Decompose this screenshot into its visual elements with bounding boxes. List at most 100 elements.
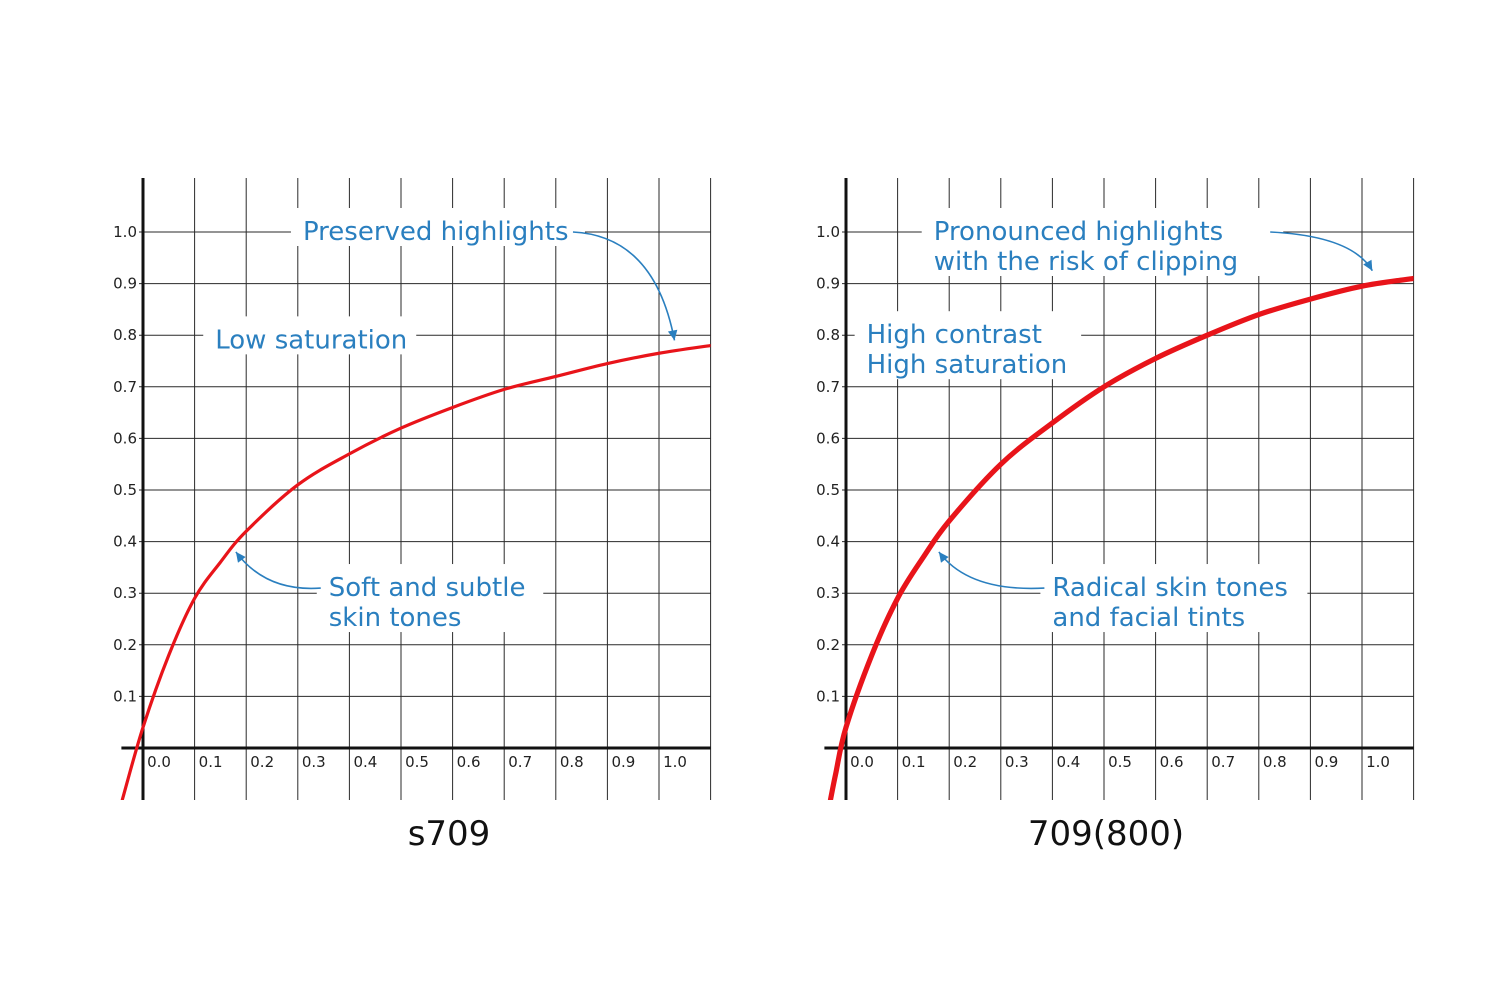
annotation-text: Soft and subtle xyxy=(329,573,526,603)
tick-label-bg xyxy=(812,273,842,294)
x-tick-label: 0.8 xyxy=(560,753,584,771)
tick-label-bg xyxy=(812,583,842,604)
tick-label-bg xyxy=(661,752,689,772)
tick-label-bg xyxy=(812,686,842,707)
x-tick-label: 0.7 xyxy=(1211,753,1235,771)
tick-label-bg xyxy=(109,428,139,449)
annotation-bg xyxy=(316,564,544,633)
tick-label-bg xyxy=(109,480,139,500)
tick-label-bg xyxy=(248,752,277,772)
y-tick-label: 0.7 xyxy=(113,378,137,396)
tick-label-bg xyxy=(1002,752,1031,772)
y-tick-label: 0.6 xyxy=(816,429,840,447)
x-tick-label: 0.9 xyxy=(611,753,635,771)
x-tick-label: 1.0 xyxy=(663,753,687,771)
series-line xyxy=(827,275,1414,800)
x-tick-label: 0.1 xyxy=(199,753,223,771)
tick-label-bg xyxy=(812,634,842,655)
arrowhead-icon xyxy=(235,551,246,563)
arrowhead-icon xyxy=(938,551,949,563)
y-tick-label: 0.9 xyxy=(816,275,840,293)
arrowhead-icon xyxy=(667,329,678,341)
tick-label-bg xyxy=(1312,752,1341,772)
grid xyxy=(121,178,712,800)
tick-label-bg xyxy=(109,686,139,707)
x-tick-label: 0.8 xyxy=(1263,753,1287,771)
y-tick-label: 0.4 xyxy=(113,533,137,551)
tick-label-bg xyxy=(109,325,139,346)
y-tick-label: 0.5 xyxy=(816,481,840,499)
x-tick-label: 1.0 xyxy=(1366,753,1390,771)
annotation-bg xyxy=(203,316,417,355)
series-line xyxy=(120,343,711,800)
tick-label-bg xyxy=(454,752,483,772)
annotation-arrow xyxy=(1270,231,1374,272)
annotation: Low saturation xyxy=(203,316,417,355)
tick-label-bg xyxy=(109,376,139,397)
x-tick-label: 0.4 xyxy=(1056,753,1080,771)
tick-label-bg xyxy=(899,752,928,772)
x-tick-label: 0.7 xyxy=(508,753,532,771)
tick-label-bg xyxy=(1106,752,1134,772)
y-tick-label: 0.4 xyxy=(816,533,840,551)
tick-label-bg xyxy=(1260,752,1289,772)
annotation-text: Radical skin tones xyxy=(1052,573,1288,603)
annotation-arrow xyxy=(938,551,1045,590)
tick-label-bg xyxy=(196,752,225,772)
x-tick-label: 0.3 xyxy=(1005,753,1029,771)
x-tick-label: 0.0 xyxy=(147,753,171,771)
tick-label-bg xyxy=(109,583,139,604)
x-tick-label: 0.5 xyxy=(1108,753,1132,771)
tick-label-bg xyxy=(1364,752,1392,772)
tick-label-bg xyxy=(109,634,139,655)
annotation-text: High contrast xyxy=(867,320,1042,350)
tick-label-bg xyxy=(812,428,842,449)
annotation-text: Preserved highlights xyxy=(303,217,569,247)
y-tick-label: 1.0 xyxy=(113,223,137,241)
annotation-bg xyxy=(1040,564,1308,633)
tick-label-bg xyxy=(812,376,842,397)
chart-panel-1: 0.1 0.2 0.3 0.4 0.5 0.6 0.7 0.8 0.9 1.0 0.0 0.1 0.2 0… xyxy=(812,178,1415,854)
y-tick-label: 0.8 xyxy=(113,326,137,344)
annotation-text: skin tones xyxy=(329,603,462,633)
tick-label-bg xyxy=(812,325,842,346)
y-tick-label: 0.6 xyxy=(113,429,137,447)
annotation: Preserved highlights xyxy=(290,208,678,341)
annotation-text: Low saturation xyxy=(215,325,407,355)
chart-panel-0: 0.1 0.2 0.3 0.4 0.5 0.6 0.7 0.8 0.9 1.0 0.0 0.1 0.2 0… xyxy=(109,178,712,854)
annotation-text: High saturation xyxy=(867,350,1068,380)
y-tick-label: 0.9 xyxy=(113,275,137,293)
y-tick-label: 0.7 xyxy=(816,378,840,396)
tick-label-bg xyxy=(848,752,876,772)
y-tick-label: 0.1 xyxy=(816,687,840,705)
tick-label-bg xyxy=(1157,752,1186,772)
y-tick-label: 0.1 xyxy=(113,687,137,705)
annotation-arrow xyxy=(235,551,321,590)
tick-label-bg xyxy=(812,480,842,500)
tick-label-bg xyxy=(109,222,139,242)
x-tick-label: 0.5 xyxy=(405,753,429,771)
x-tick-label: 0.3 xyxy=(302,753,326,771)
annotation-text: Pronounced highlights xyxy=(934,217,1224,247)
tick-label-bg xyxy=(351,752,380,772)
x-tick-label: 0.9 xyxy=(1314,753,1338,771)
chart-title: s709 xyxy=(408,814,491,854)
annotation-arrow xyxy=(572,231,676,341)
x-tick-label: 0.2 xyxy=(250,753,274,771)
tick-label-bg xyxy=(403,752,431,772)
y-tick-label: 0.3 xyxy=(113,584,137,602)
y-tick-label: 0.8 xyxy=(816,326,840,344)
tick-label-bg xyxy=(609,752,638,772)
annotation-text: and facial tints xyxy=(1052,603,1245,633)
y-tick-label: 0.5 xyxy=(113,481,137,499)
arrowhead-icon xyxy=(1363,259,1373,271)
tick-label-bg xyxy=(109,273,139,294)
x-tick-label: 0.6 xyxy=(457,753,481,771)
x-tick-label: 0.4 xyxy=(353,753,377,771)
annotation-text: with the risk of clipping xyxy=(934,247,1238,277)
tick-label-bg xyxy=(109,531,139,552)
x-tick-label: 0.2 xyxy=(953,753,977,771)
